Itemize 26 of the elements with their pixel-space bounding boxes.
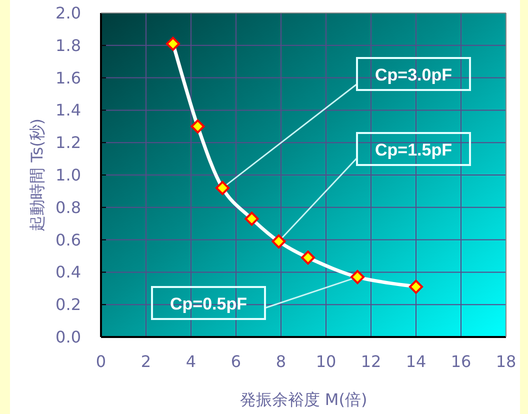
annotation: Cp=0.5pF <box>170 294 247 314</box>
y-tick-label: 0.4 <box>56 262 81 282</box>
x-tick-label: 4 <box>186 352 196 371</box>
y-tick-label: 1.2 <box>56 133 81 152</box>
y-tick-label: 0.8 <box>56 198 81 217</box>
x-tick-label: 10 <box>316 352 336 371</box>
x-axis-title: 発振余裕度 M(倍) <box>240 390 368 409</box>
y-axis-title: 起動時間 Ts(秒) <box>28 118 46 232</box>
y-tick-label: 1.0 <box>56 166 81 184</box>
x-tick-label: 12 <box>360 352 382 371</box>
x-tick-label: 6 <box>230 352 242 371</box>
x-tick-label: 14 <box>406 352 426 371</box>
x-tick-label: 16 <box>450 352 472 371</box>
y-tick-label: 0.2 <box>56 295 81 314</box>
x-tick-label: 8 <box>276 352 286 371</box>
y-tick-label: 1.8 <box>56 36 81 55</box>
y-tick-label: 1.6 <box>56 68 81 88</box>
y-tick-label: 0.6 <box>56 230 81 250</box>
annotation: Cp=1.5pF <box>375 140 452 160</box>
y-tick-label: 1.4 <box>56 100 81 120</box>
y-tick-label: 0.0 <box>56 328 81 346</box>
y-tick-label: 2.0 <box>56 4 81 22</box>
x-tick-label: 18 <box>496 352 516 371</box>
x-tick-label: 2 <box>140 352 152 371</box>
annotation: Cp=3.0pF <box>375 66 452 84</box>
x-tick-label: 0 <box>96 352 106 371</box>
